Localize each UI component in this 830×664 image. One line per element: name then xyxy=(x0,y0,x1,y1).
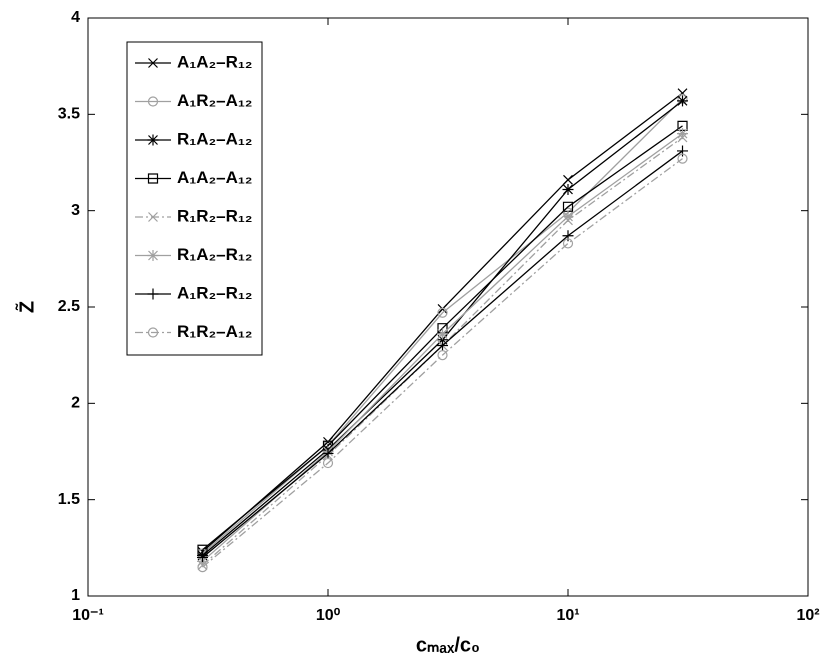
legend-marker xyxy=(147,288,159,300)
series-line xyxy=(202,125,683,551)
data-point xyxy=(677,153,688,164)
data-point xyxy=(437,350,448,361)
data-point xyxy=(562,238,574,249)
data-point xyxy=(322,447,334,459)
data-point xyxy=(677,120,688,131)
x-tick-label: 10² xyxy=(796,607,819,624)
legend-marker xyxy=(147,173,159,184)
y-tick-label: 3 xyxy=(71,202,80,219)
legend-label: A₁A₂–R₁₂ xyxy=(177,52,252,71)
legend-marker xyxy=(148,212,158,222)
data-point xyxy=(437,307,448,318)
legend-marker xyxy=(148,58,158,68)
y-axis-label: Z̃ xyxy=(14,301,38,313)
data-point xyxy=(322,457,334,469)
data-point xyxy=(677,88,688,99)
legend-label: R₁A₂–A₁₂ xyxy=(177,129,252,148)
y-tick-label: 4 xyxy=(71,9,80,26)
legend-label: R₁R₂–A₁₂ xyxy=(177,322,252,341)
y-tick-label: 2 xyxy=(71,395,80,412)
data-point xyxy=(323,436,333,447)
data-point xyxy=(197,562,208,573)
series-line xyxy=(202,150,683,558)
legend-label: R₁A₂–R₁₂ xyxy=(177,245,252,264)
data-point xyxy=(677,145,689,157)
series-line xyxy=(202,92,683,553)
series-line xyxy=(202,136,683,566)
legend-label: A₁A₂–A₁₂ xyxy=(177,168,252,187)
data-point xyxy=(562,210,574,222)
data-point xyxy=(562,201,574,212)
x-tick-label: 10⁻¹ xyxy=(72,607,104,624)
x-axis-label: cₘₐₓ/c₀ xyxy=(416,634,480,656)
legend-marker xyxy=(147,250,159,261)
legend-label: A₁R₂–A₁₂ xyxy=(177,91,252,110)
series-line xyxy=(202,158,683,568)
x-tick-label: 10⁰ xyxy=(316,607,341,624)
data-point xyxy=(437,334,449,346)
legend-marker xyxy=(147,327,159,338)
y-tick-label: 2.5 xyxy=(58,298,80,315)
data-point xyxy=(563,174,573,185)
legend-box xyxy=(126,41,263,356)
data-point xyxy=(197,551,209,563)
legend-marker xyxy=(147,134,159,146)
legend-marker xyxy=(147,96,159,107)
data-point xyxy=(437,328,449,340)
y-tick-label: 1 xyxy=(71,587,80,604)
data-point xyxy=(437,304,448,314)
legend-label: R₁R₂–R₁₂ xyxy=(177,206,252,225)
data-point xyxy=(677,95,689,107)
series-line xyxy=(202,98,683,555)
y-tick-label: 3.5 xyxy=(58,106,80,123)
data-point xyxy=(437,340,449,352)
y-tick-label: 1.5 xyxy=(58,491,80,508)
data-point xyxy=(677,128,689,140)
x-tick-label: 10¹ xyxy=(556,607,579,624)
data-point xyxy=(562,183,574,195)
legend-label: A₁R₂–R₁₂ xyxy=(177,283,252,302)
